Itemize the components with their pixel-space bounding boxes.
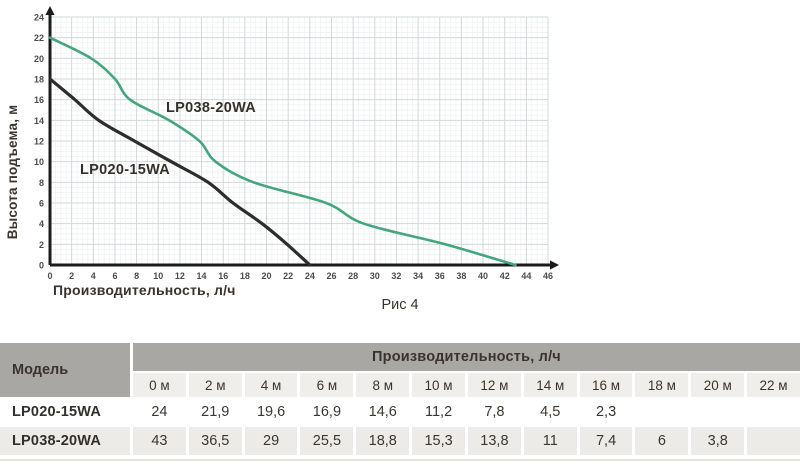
value-cell: 19,6: [244, 399, 298, 425]
x-tick-label: 44: [521, 271, 531, 281]
x-tick-label: 42: [500, 271, 510, 281]
x-axis-label: Производительность, л/ч: [53, 282, 236, 298]
model-column-header: Модель: [0, 343, 130, 397]
x-tick-label: 32: [391, 271, 401, 281]
x-tick-label: 8: [134, 271, 139, 281]
series-curve-lp038-20wa: [48, 36, 517, 267]
x-tick-label: 40: [478, 271, 488, 281]
y-axis-arrow: [45, 6, 55, 15]
height-column-header: 16 м: [579, 373, 633, 397]
value-cell: [747, 399, 800, 425]
x-tick-label: 34: [413, 271, 423, 281]
value-cell: 15,3: [412, 427, 465, 455]
height-column-header: 0 м: [133, 373, 186, 397]
y-axis-label: Высота подъема, м: [5, 104, 20, 240]
value-cell: 11: [523, 427, 577, 455]
x-tick-label: 10: [153, 271, 163, 281]
y-tick-label: 22: [34, 33, 44, 43]
height-column-header: 6 м: [300, 373, 354, 397]
value-cell: [635, 399, 689, 425]
height-column-header: 14 м: [523, 373, 577, 397]
value-cell: 7,8: [467, 399, 521, 425]
series-curve-lp020-15wa: [48, 77, 312, 267]
value-cell: 16,9: [300, 399, 354, 425]
value-cell: 18,8: [356, 427, 410, 455]
x-tick-label: 38: [456, 271, 466, 281]
x-tick-label: 2: [69, 271, 74, 281]
value-cell: 11,2: [412, 399, 465, 425]
x-tick-label: 18: [240, 271, 250, 281]
x-axis-arrow: [550, 260, 559, 270]
x-tick-label: 28: [348, 271, 358, 281]
height-column-header: 22 м: [747, 373, 800, 397]
value-cell: [691, 399, 745, 425]
height-column-header: 8 м: [356, 373, 410, 397]
x-tick-label: 30: [370, 271, 380, 281]
value-cell: 7,4: [579, 427, 633, 455]
y-tick-label: 20: [34, 54, 44, 64]
y-tick-label: 2: [39, 240, 44, 250]
x-tick-label: 26: [326, 271, 336, 281]
value-cell: 14,6: [356, 399, 410, 425]
y-tick-label: 10: [34, 157, 44, 167]
x-tick-label: 12: [175, 271, 185, 281]
y-tick-label: 16: [34, 95, 44, 105]
group-column-header: Производительность, л/ч: [133, 343, 800, 371]
series-label-lp038-20wa: LP038-20WA: [166, 100, 257, 116]
value-cell: 13,8: [467, 427, 521, 455]
height-column-header: 20 м: [691, 373, 745, 397]
table-bottom-border: [0, 459, 800, 461]
y-tick-label: 4: [39, 219, 44, 229]
x-tick-label: 36: [435, 271, 445, 281]
y-tick-label: 14: [34, 116, 44, 126]
model-name-cell: LP038-20WA: [0, 427, 130, 455]
x-tick-label: 24: [305, 271, 315, 281]
axes: [48, 13, 553, 267]
x-tick-label: 4: [91, 271, 96, 281]
x-tick-label: 22: [283, 271, 293, 281]
value-cell: 21,9: [188, 399, 242, 425]
series-label-lp020-15wa: LP020-15WA: [80, 162, 171, 178]
value-cell: 43: [133, 427, 186, 455]
value-cell: 29: [244, 427, 298, 455]
value-cell: 24: [133, 399, 186, 425]
x-tick-label: 0: [47, 271, 52, 281]
x-tick-label: 20: [262, 271, 272, 281]
y-tick-label: 12: [34, 137, 44, 147]
height-column-header: 4 м: [244, 373, 298, 397]
value-cell: 4,5: [523, 399, 577, 425]
y-tick-label: 24: [34, 13, 44, 23]
value-cell: 2,3: [579, 399, 633, 425]
x-tick-label: 16: [218, 271, 228, 281]
y-tick-label: 0: [39, 261, 44, 271]
value-cell: 6: [635, 427, 689, 455]
x-tick-label: 14: [197, 271, 207, 281]
value-cell: 36,5: [188, 427, 242, 455]
y-tick-label: 18: [34, 75, 44, 85]
figure-caption: Рис 4: [381, 297, 419, 313]
x-tick-label: 6: [112, 271, 117, 281]
height-column-header: 18 м: [635, 373, 689, 397]
height-column-header: 2 м: [188, 373, 242, 397]
x-tick-label: 46: [543, 271, 553, 281]
height-column-header: 12 м: [467, 373, 521, 397]
height-column-header: 10 м: [412, 373, 465, 397]
y-tick-label: 6: [39, 199, 44, 209]
value-cell: [747, 427, 800, 455]
value-cell: 3,8: [691, 427, 745, 455]
y-tick-label: 8: [39, 178, 44, 188]
model-name-cell: LP020-15WA: [0, 399, 130, 425]
value-cell: 25,5: [300, 427, 354, 455]
performance-chart: 0 2 4 6 8 10 12 14 16 18 20 22 24 26 28 30 32 34 36 38 40 42 4…: [34, 6, 559, 281]
pump-performance-figure: 0 2 4 6 8 10 12 14 16 18 20 22 24 26 28 30 32 34 36 38 40 42 4…: [5, 6, 559, 313]
